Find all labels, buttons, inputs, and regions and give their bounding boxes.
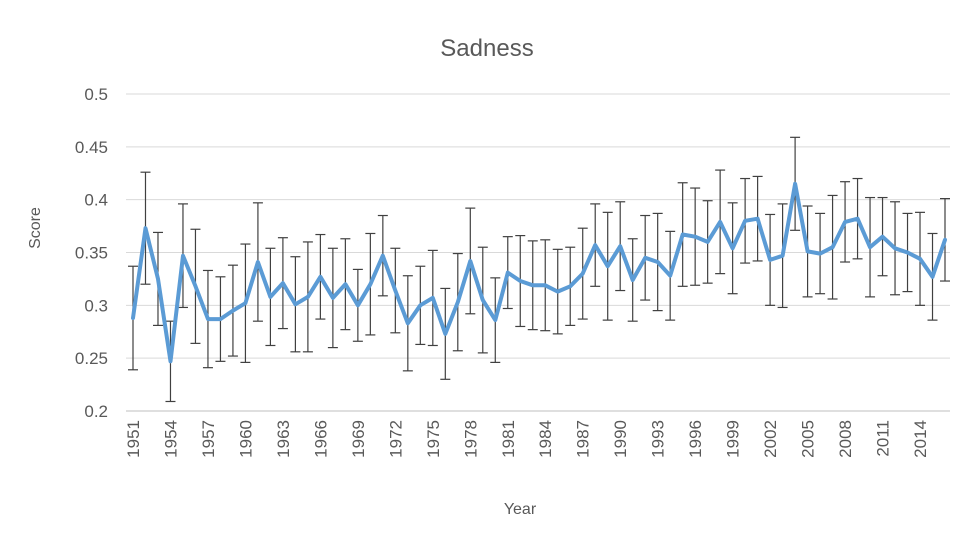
x-tick-label: 1996 — [686, 420, 705, 458]
x-tick-label: 1975 — [424, 420, 443, 458]
x-tick-label: 1984 — [536, 420, 555, 458]
y-tick-label: 0.2 — [84, 402, 108, 421]
x-tick-label: 1990 — [611, 420, 630, 458]
x-tick-label: 1999 — [724, 420, 743, 458]
x-axis-title: Year — [504, 501, 537, 518]
x-tick-label: 1954 — [161, 420, 180, 458]
x-tick-label: 2011 — [874, 420, 893, 457]
error-bars — [128, 136, 950, 403]
x-tick-label: 1966 — [311, 420, 330, 458]
y-tick-label: 0.45 — [75, 138, 108, 157]
y-tick-label: 0.4 — [84, 191, 108, 210]
x-tick-label: 1960 — [236, 420, 255, 458]
y-tick-label: 0.3 — [84, 296, 108, 315]
y-axis-title: Score — [27, 207, 44, 249]
x-tick-label: 2014 — [911, 420, 930, 458]
x-tick-label: 1951 — [124, 420, 143, 458]
series-line — [131, 181, 947, 364]
x-tick-label: 1957 — [199, 420, 218, 458]
x-tick-label: 1981 — [499, 420, 518, 458]
x-tick-label: 1969 — [349, 420, 368, 458]
grid-lines — [126, 93, 950, 412]
x-axis-ticks: 1951 1954 1957 1960 1963 1966 1969 1972 1975 1978… — [124, 420, 930, 458]
x-tick-label: 1972 — [386, 420, 405, 458]
x-tick-label: 2005 — [799, 420, 818, 458]
x-tick-label: 1978 — [461, 420, 480, 458]
chart-title: Sadness — [440, 35, 533, 62]
y-tick-label: 0.25 — [75, 349, 108, 368]
x-tick-label: 2002 — [761, 420, 780, 458]
x-tick-label: 1987 — [574, 420, 593, 458]
series-layer — [131, 181, 947, 364]
x-tick-label: 1993 — [649, 420, 668, 458]
y-axis-ticks: 0.2 0.25 0.3 0.35 0.4 0.45 0.5 — [75, 85, 108, 421]
x-tick-label: 1963 — [274, 420, 293, 458]
x-tick-label: 2008 — [836, 420, 855, 458]
y-tick-label: 0.35 — [75, 244, 108, 263]
y-tick-label: 0.5 — [84, 85, 108, 104]
